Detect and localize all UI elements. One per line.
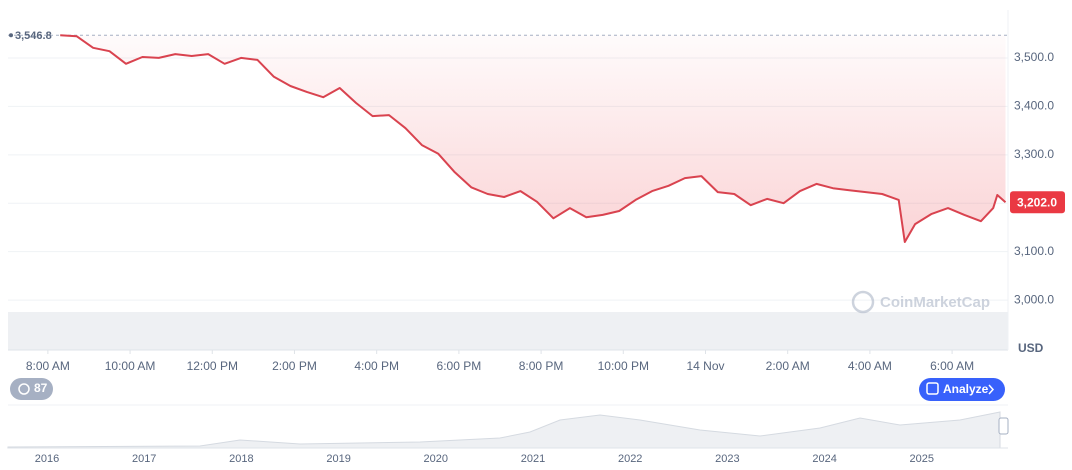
navigator-year: 2021 [521,453,545,465]
y-tick-label: 3,000.0 [1014,292,1054,306]
watermark-group: CoinMarketCap [851,290,990,314]
last-price-box [1010,191,1065,214]
x-tick-label: 6:00 AM [930,359,974,373]
x-tick-label: 2:00 AM [766,359,810,373]
badge[interactable] [10,378,53,400]
y-tick-label: 3,100.0 [1014,244,1054,258]
analyze-chevron [988,384,995,395]
x-tick-label: 8:00 AM [26,359,70,373]
badge-icon [18,383,30,395]
analyze-button[interactable] [919,378,1005,401]
x-tick-label: 10:00 AM [105,359,156,373]
navigator-year: 2025 [910,453,934,465]
volume-band [8,312,1008,350]
navigator-year: 2020 [424,453,448,465]
navigator-year: 2018 [229,453,253,465]
watermark: CoinMarketCap [880,294,990,311]
navigator-year: 2023 [715,453,739,465]
analyze-label: Analyze [943,382,989,396]
x-tick-label: 2:00 PM [272,359,317,373]
navigator-year: 2022 [618,453,642,465]
area-fill [60,35,1006,243]
x-tick-label: 8:00 PM [519,359,564,373]
navigator-year: 2017 [132,453,156,465]
x-tick-label: 6:00 PM [437,359,482,373]
watermark-logo [851,290,875,314]
navigator-year: 2019 [326,453,350,465]
badge-text: 87 [34,381,48,395]
open-label: 3,546.8 [15,30,52,42]
x-tick-label: 14 Nov [686,359,724,373]
navigator-year: 2024 [812,453,836,465]
navigator-handle[interactable] [998,417,1009,435]
x-tick-label: 4:00 PM [354,359,399,373]
price-line [60,34,1007,243]
last-price-label: 3,202.0 [1017,195,1057,209]
y-tick-label: 3,400.0 [1014,99,1054,113]
y-tick-label: 3,500.0 [1014,50,1054,64]
y-tick-label: 3,300.0 [1014,147,1054,161]
analyze-icon [926,382,939,395]
x-tick-label: 10:00 PM [598,359,649,373]
open-dot [9,33,13,38]
y-axis-label: USD [1018,341,1044,355]
navigator-year: 2016 [35,453,59,465]
x-tick-label: 4:00 AM [848,359,892,373]
x-tick-label: 12:00 PM [187,359,238,373]
navigator-area [7,411,1001,449]
